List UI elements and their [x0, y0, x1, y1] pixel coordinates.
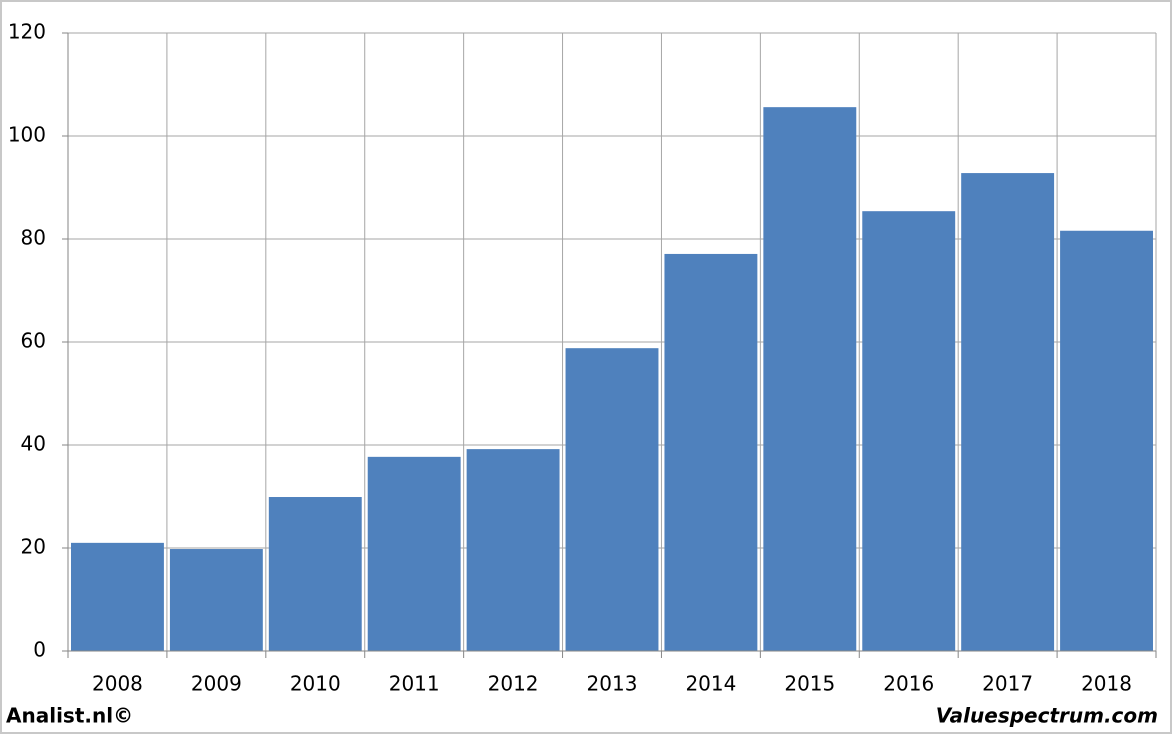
bar — [862, 211, 956, 651]
footer-left: Analist.nl© — [6, 704, 133, 728]
x-tick-label: 2009 — [191, 672, 242, 696]
bar — [763, 107, 857, 651]
bar — [367, 456, 461, 651]
x-tick-label: 2015 — [784, 672, 835, 696]
bar — [169, 549, 263, 651]
x-tick-label: 2017 — [982, 672, 1033, 696]
bar — [466, 449, 560, 651]
x-tick-label: 2018 — [1081, 672, 1132, 696]
bar — [71, 542, 164, 651]
x-tick-label: 2010 — [290, 672, 341, 696]
x-tick-label: 2013 — [587, 672, 638, 696]
bar — [961, 173, 1055, 651]
x-tick-label: 2016 — [883, 672, 934, 696]
y-tick-label: 120 — [8, 20, 46, 44]
x-tick-label: 2014 — [685, 672, 736, 696]
bar — [1060, 230, 1153, 651]
y-tick-label: 20 — [21, 535, 46, 559]
x-tick-label: 2012 — [488, 672, 539, 696]
footer-right: Valuespectrum.com — [936, 704, 1158, 728]
bar — [565, 348, 659, 651]
y-tick-label: 80 — [21, 226, 46, 250]
x-tick-label: 2011 — [389, 672, 440, 696]
x-tick-label: 2008 — [92, 672, 143, 696]
y-tick-label: 60 — [21, 329, 46, 353]
y-tick-label: 0 — [33, 638, 46, 662]
y-tick-label: 100 — [8, 123, 46, 147]
bar — [664, 253, 758, 651]
y-tick-label: 40 — [21, 432, 46, 456]
bar — [268, 497, 362, 651]
